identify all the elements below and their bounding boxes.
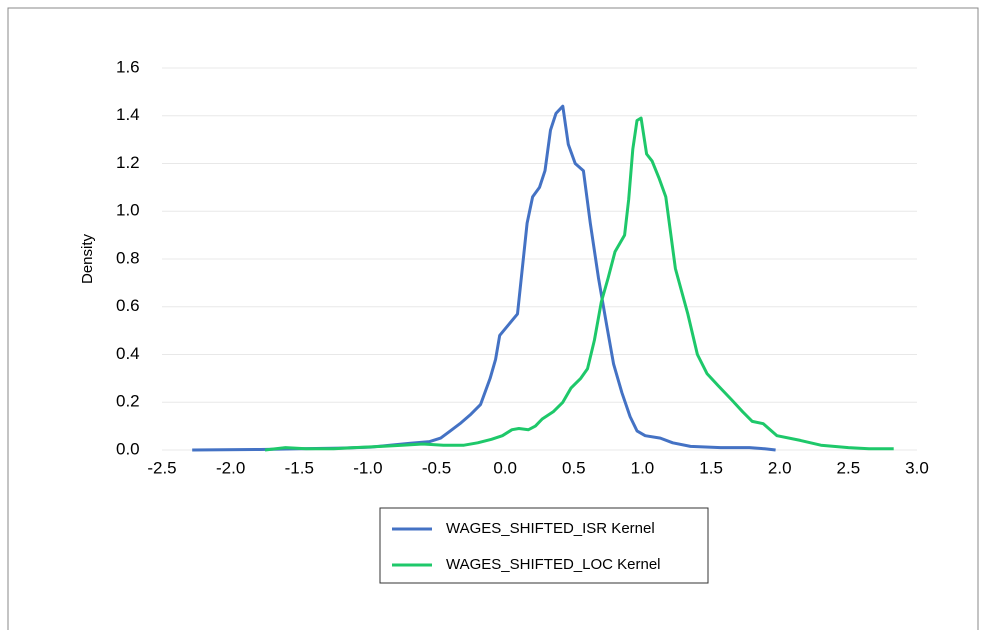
series-line xyxy=(264,116,894,452)
x-tick-label: 0.5 xyxy=(562,458,586,477)
x-tick-label: -2.0 xyxy=(216,458,245,477)
y-tick-label: 0.6 xyxy=(116,296,140,315)
x-tick-label: 3.0 xyxy=(905,458,929,477)
x-tick-label: 1.5 xyxy=(699,458,723,477)
x-tick-label: -1.0 xyxy=(353,458,382,477)
x-tick-label: -0.5 xyxy=(422,458,451,477)
x-tick-label: 1.0 xyxy=(631,458,655,477)
y-tick-label: 1.0 xyxy=(116,201,140,220)
y-tick-label: 0.0 xyxy=(116,439,140,458)
chart-frame xyxy=(7,7,979,630)
series-line xyxy=(192,104,776,452)
x-tick-label: 2.5 xyxy=(837,458,861,477)
legend-label: WAGES_SHIFTED_ISR Kernel xyxy=(446,520,655,537)
y-tick-label: 1.2 xyxy=(116,153,140,172)
legend-label: WAGES_SHIFTED_LOC Kernel xyxy=(446,556,661,573)
x-tick-label: -1.5 xyxy=(285,458,314,477)
x-tick-label: 0.0 xyxy=(493,458,517,477)
y-tick-label: 0.8 xyxy=(116,248,140,267)
y-axis-label: Density xyxy=(79,233,96,284)
y-tick-label: 1.6 xyxy=(116,57,140,76)
x-tick-label: -2.5 xyxy=(147,458,176,477)
legend-box xyxy=(379,507,709,584)
x-tick-label: 2.0 xyxy=(768,458,792,477)
y-tick-label: 1.4 xyxy=(116,105,140,124)
y-tick-label: 0.4 xyxy=(116,344,140,363)
y-tick-label: 0.2 xyxy=(116,392,140,411)
